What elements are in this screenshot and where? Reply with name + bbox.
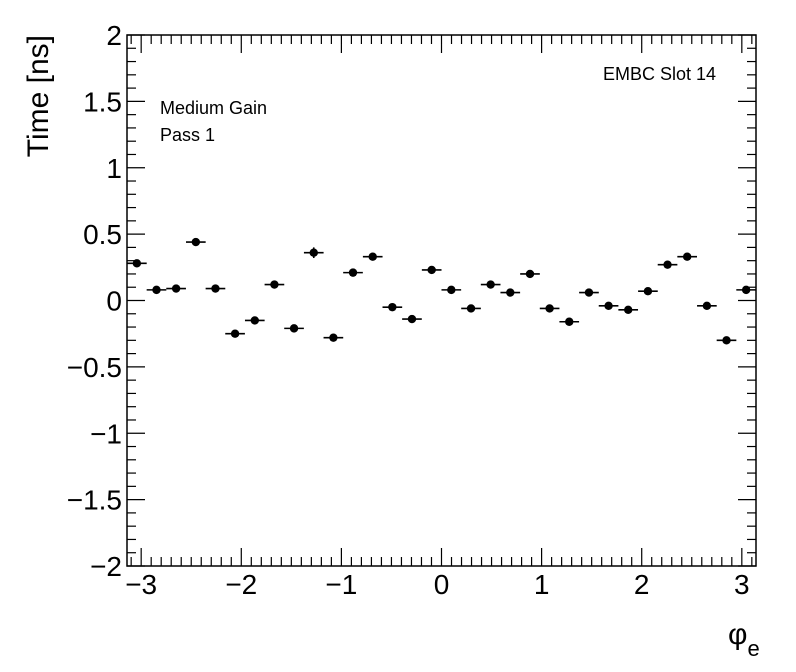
data-point	[348, 268, 358, 277]
x-axis-title: φe	[728, 618, 760, 661]
data-point	[741, 285, 751, 295]
x-tick-label: 1	[534, 569, 550, 600]
data-point	[270, 280, 279, 289]
error-bars	[127, 239, 756, 343]
data-point	[309, 248, 318, 257]
data-point	[682, 252, 692, 261]
pass-label: Pass 1	[160, 125, 215, 145]
y-tick-label: 2	[106, 20, 122, 51]
y-tick-label: −2	[90, 551, 122, 582]
y-tick-label: 0	[106, 286, 122, 317]
x-axis-title-symbol: φ	[728, 618, 747, 651]
data-point	[604, 301, 613, 311]
y-tick-label: −0.5	[67, 352, 122, 383]
data-point	[447, 285, 456, 295]
data-point	[152, 285, 161, 295]
y-tick-label: −1	[90, 418, 122, 449]
y-tick-label: 1.5	[83, 86, 122, 117]
data-point	[407, 314, 417, 324]
data-point	[368, 252, 377, 261]
data-point	[545, 304, 554, 313]
data-point	[584, 288, 594, 297]
x-tick-label: −1	[325, 569, 357, 600]
gain-label: Medium Gain	[160, 98, 267, 118]
x-tick-label: 2	[634, 569, 650, 600]
x-tick-label: 3	[734, 569, 750, 600]
x-tick-label: 0	[434, 569, 450, 600]
data-point	[525, 269, 535, 279]
x-tick-label: −3	[125, 569, 157, 600]
axis-ticks	[127, 34, 756, 567]
data-point	[388, 302, 397, 312]
data-point	[427, 265, 436, 275]
data-point	[230, 329, 240, 338]
y-tick-label: 0.5	[83, 219, 122, 250]
y-tick-label: 1	[106, 153, 122, 184]
data-point	[250, 316, 259, 325]
data-point	[643, 287, 653, 296]
data-point	[171, 284, 181, 293]
x-tick-label: −2	[225, 569, 257, 600]
data-point	[565, 317, 574, 326]
slot-label: EMBC Slot 14	[603, 64, 716, 84]
data-point	[466, 304, 476, 313]
data-point	[289, 324, 299, 333]
data-point	[702, 301, 712, 311]
axis-tick-labels: −3 −2 −1 0 1 2 3−2−1.5−1−0.500.511.52	[67, 20, 750, 600]
data-point	[722, 336, 731, 345]
data-point	[663, 260, 672, 269]
x-axis-title-subscript: e	[747, 636, 759, 661]
data-point	[191, 237, 201, 247]
y-tick-label: −1.5	[67, 485, 122, 516]
data-point	[486, 280, 495, 289]
y-axis-title: Time [ns]	[22, 35, 55, 157]
data-point	[506, 288, 515, 297]
data-point	[329, 333, 338, 342]
data-point	[132, 259, 142, 268]
data-markers	[132, 237, 751, 345]
data-point	[624, 305, 633, 314]
data-point	[211, 284, 220, 293]
